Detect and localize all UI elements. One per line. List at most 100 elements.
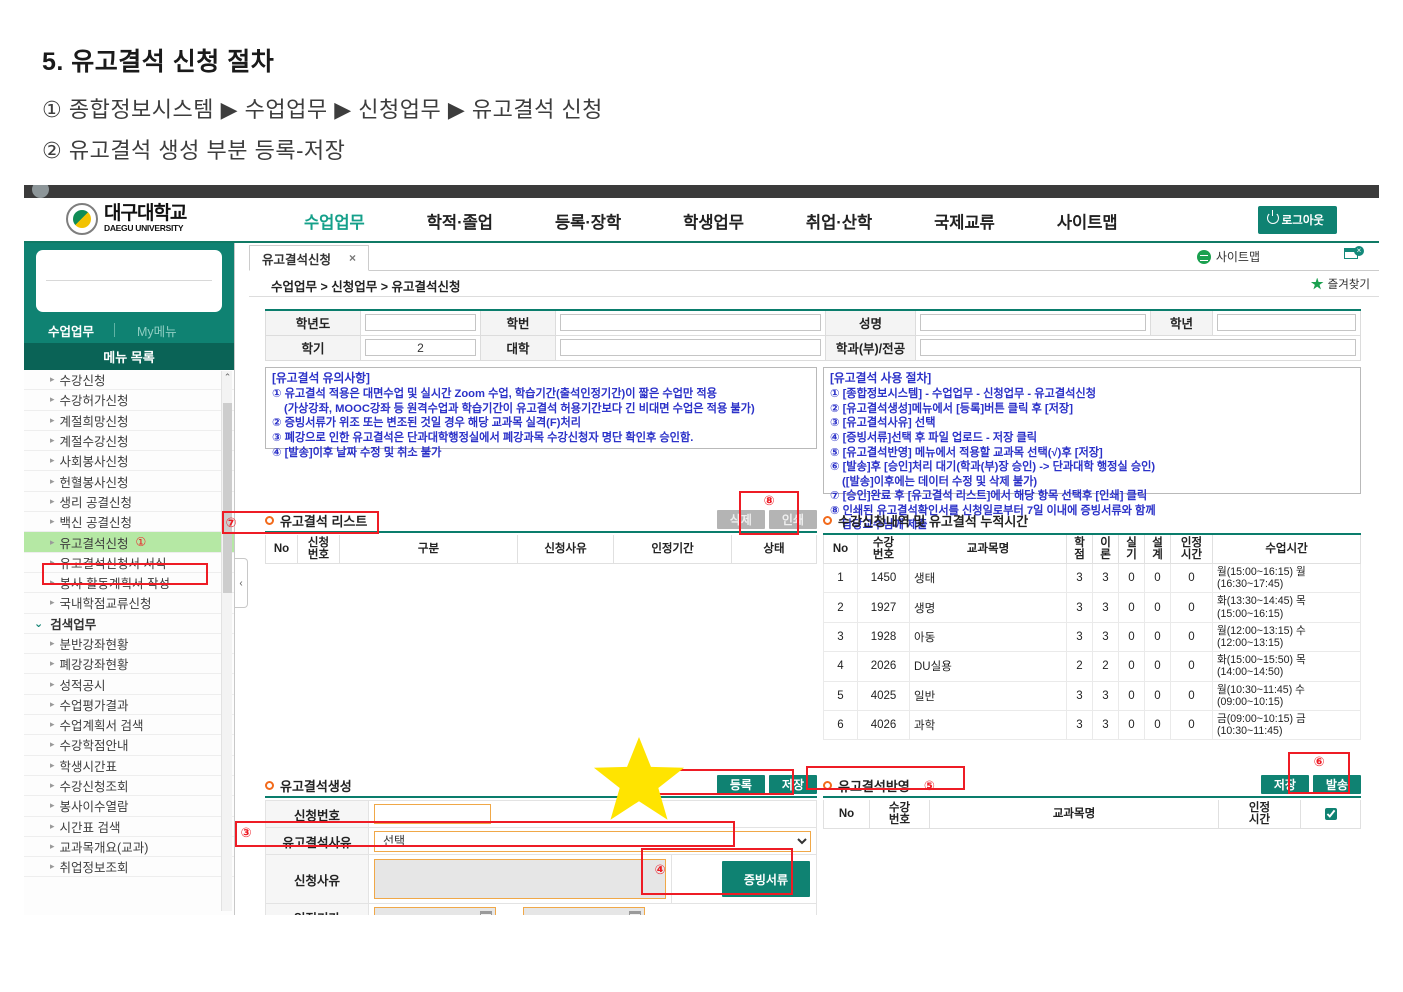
cell-theory: 3 — [1092, 592, 1119, 623]
sidebar-item-label: 유고결석신청 — [59, 536, 129, 551]
sidebar-item-label: 봉사이수열람 — [59, 800, 129, 815]
chevron-right-icon: ▸ — [50, 516, 55, 527]
calendar-icon[interactable] — [629, 911, 642, 915]
register-button[interactable]: 등록 — [716, 775, 765, 794]
favorite-label: 즐겨찾기 — [1327, 279, 1370, 291]
sidebar-menu-list[interactable]: ▸ 수강신청 ▸ 수강허가신청 ▸ 계절희망신청 ▸ 계절수강신청 ▸ 사회봉사신청 ▸ 헌혈봉사신청… — [24, 370, 234, 915]
sidebar-item-7[interactable]: ▸ 백신 공결신청 — [24, 512, 234, 533]
cell-no: 3 — [823, 621, 858, 653]
table-row[interactable]: 3 1928 아동 3 3 0 0 0 월(12:00~13:15) 수(12:00~13:15… — [823, 621, 1361, 653]
university-logo[interactable]: 대구대학교 DAEGU UNIVERSITY — [66, 203, 187, 235]
sidebar-item-15[interactable]: ▸ 성적공시 — [24, 674, 234, 695]
sidebar-item-11[interactable]: ▸ 국내학점교류신청 — [24, 593, 234, 614]
send-button[interactable]: 발송 — [1312, 775, 1361, 794]
table-row[interactable]: 5 4025 일반 3 3 0 0 0 월(10:30~11:45) 수(09:00~10:15… — [823, 680, 1361, 711]
sidebar-item-23[interactable]: ▸ 교과목개요(교과) — [24, 837, 234, 858]
sidebar-item-3[interactable]: ▸ 계절수강신청 — [24, 431, 234, 452]
sitemap-link[interactable]: 사이트맵 — [1196, 248, 1260, 265]
sidebar-item-5[interactable]: ▸ 헌혈봉사신청 — [24, 471, 234, 492]
input-semester[interactable] — [365, 339, 476, 356]
table-row[interactable]: 2 1927 생명 3 3 0 0 0 화(13:30~14:45) 목(15:00~16:15… — [823, 592, 1361, 623]
input-reason[interactable] — [374, 859, 666, 899]
sidebar-tab-primary[interactable]: 수업업무 — [48, 324, 95, 339]
nav-item-5[interactable]: 국제교류 — [934, 213, 995, 232]
nav-item-0[interactable]: 수업업무 — [304, 213, 365, 232]
sidebar-item-label: 검색업무 — [50, 617, 97, 632]
save-button[interactable]: 저장 — [768, 775, 817, 794]
scroll-up-icon[interactable]: ⌃ — [223, 372, 232, 382]
period-to-wrap — [523, 907, 646, 915]
sidebar-item-21[interactable]: ▸ 봉사이수열람 — [24, 796, 234, 817]
table-row[interactable]: 4 2026 DU실용 2 2 0 0 0 화(15:00~15:50) 목(14:00~14:… — [823, 651, 1361, 682]
tab-yugo-application[interactable]: 유고결석신청 × — [249, 245, 370, 271]
nav-item-2[interactable]: 등록·장학 — [554, 213, 622, 232]
sidebar-item-24[interactable]: ▸ 취업정보조회 — [24, 857, 234, 878]
nav-item-4[interactable]: 취업·산학 — [805, 213, 873, 232]
evidence-button[interactable]: 증빙서류 — [721, 861, 810, 897]
label-grade: 학년 — [1150, 309, 1213, 336]
procedure-line-4: ⑤ [유고결석반영] 메뉴에서 적용할 교과목 선택(√)후 [저장] — [830, 446, 1103, 459]
sidebar-item-18[interactable]: ▸ 수강학점안내 — [24, 735, 234, 756]
calendar-icon[interactable] — [480, 911, 492, 915]
label-reason: 신청사유 — [265, 854, 369, 904]
input-grade[interactable] — [1217, 314, 1356, 332]
sidebar-item-1[interactable]: ▸ 수강허가신청 — [24, 390, 234, 411]
sidebar-item-14[interactable]: ▸ 폐강강좌현황 — [24, 654, 234, 675]
table-row[interactable]: 6 4026 과학 3 3 0 0 0 금(09:00~10:15) 금(10:30~11:45… — [823, 709, 1361, 741]
select-all-checkbox[interactable] — [1325, 808, 1337, 821]
sidebar-item-4[interactable]: ▸ 사회봉사신청 — [24, 451, 234, 472]
cell-hours: 0 — [1170, 592, 1213, 623]
select-reason-type[interactable]: 선택 — [374, 830, 811, 852]
sidebar-scrollbar[interactable]: ⌃ — [221, 371, 232, 911]
sidebar-item-6[interactable]: ▸ 생리 공결신청 — [24, 492, 234, 513]
apply-section-actions: 저장 발송 — [1260, 775, 1361, 794]
sidebar-item-10[interactable]: ▸ 봉사 활동계획서 작성 — [24, 573, 234, 594]
input-name[interactable] — [920, 314, 1146, 332]
input-period-to[interactable] — [523, 907, 646, 915]
sidebar-tab-mymenu[interactable]: My메뉴 — [137, 324, 177, 339]
sidebar-item-label: 성적공시 — [59, 678, 106, 693]
sidebar-item-16[interactable]: ▸ 수업평가결과 — [24, 695, 234, 716]
chevron-right-icon: ▸ — [50, 597, 55, 608]
input-period-from[interactable] — [374, 907, 496, 915]
input-year[interactable] — [365, 314, 476, 332]
nav-item-6[interactable]: 사이트맵 — [1056, 213, 1118, 232]
sidebar-item-22[interactable]: ▸ 시간표 검색 — [24, 817, 234, 837]
sidebar-item-label: 사회봉사신청 — [59, 455, 129, 470]
sidebar-item-12[interactable]: ⌄ 검색업무 — [24, 614, 234, 634]
scrollbar-thumb[interactable] — [223, 403, 232, 593]
logout-button[interactable]: 로그아웃 — [1257, 206, 1337, 234]
primary-navigation[interactable]: 수업업무 학적·졸업 등록·장학 학생업무 취업·산학 국제교류 사이트맵 — [304, 198, 1180, 243]
table-row[interactable]: 1 1450 생태 3 3 0 0 0 월(15:00~16:15) 월(16:30~17:45… — [823, 563, 1361, 594]
close-all-windows-icon[interactable]: × — [1344, 246, 1364, 261]
sidebar-item-19[interactable]: ▸ 학생시간표 — [24, 756, 234, 776]
apply-save-button[interactable]: 저장 — [1260, 775, 1309, 794]
apply-section-title-wrap: 유고결석반영 ⑤ — [823, 776, 935, 795]
sidebar-item-17[interactable]: ▸ 수업계획서 검색 — [24, 715, 234, 736]
sidebar-item-2[interactable]: ▸ 계절희망신청 — [24, 411, 234, 431]
form-row-period: 인정기간 ~ — [265, 903, 817, 915]
apply-table-body — [823, 828, 1361, 899]
print-button[interactable]: 인쇄 — [768, 510, 817, 529]
sidebar-item-13[interactable]: ▸ 분반강좌현황 — [24, 634, 234, 655]
sidebar-item-0[interactable]: ▸ 수강신청 — [24, 370, 234, 391]
sidebar-item-9[interactable]: ▸ 유고결석신청서 서식 — [24, 553, 234, 573]
delete-button[interactable]: 삭제 — [716, 510, 765, 529]
nav-item-1[interactable]: 학적·졸업 — [426, 213, 493, 232]
list-col-5: 상태 — [731, 535, 817, 565]
sidebar-item-20[interactable]: ▸ 수강신청조회 — [24, 776, 234, 797]
chevron-right-icon: ▸ — [50, 455, 55, 466]
nav-item-3[interactable]: 학생업무 — [683, 213, 744, 232]
create-section-title-wrap: 유고결석생성 — [265, 776, 352, 795]
sidebar-search-box[interactable] — [36, 250, 222, 312]
apply-section-marker: ⑤ — [923, 777, 935, 793]
input-studentno[interactable] — [560, 314, 821, 332]
close-icon[interactable]: × — [349, 251, 357, 265]
chevron-right-icon: ▸ — [50, 536, 55, 547]
input-department[interactable] — [920, 339, 1356, 356]
favorite-button[interactable]: 즐겨찾기 — [1310, 276, 1370, 292]
sidebar-item-8[interactable]: ▸ 유고결석신청 ① — [24, 532, 234, 553]
input-apply-no[interactable] — [374, 804, 491, 824]
sidebar-collapse-handle[interactable]: ‹ — [235, 558, 248, 608]
input-college[interactable] — [560, 339, 821, 356]
